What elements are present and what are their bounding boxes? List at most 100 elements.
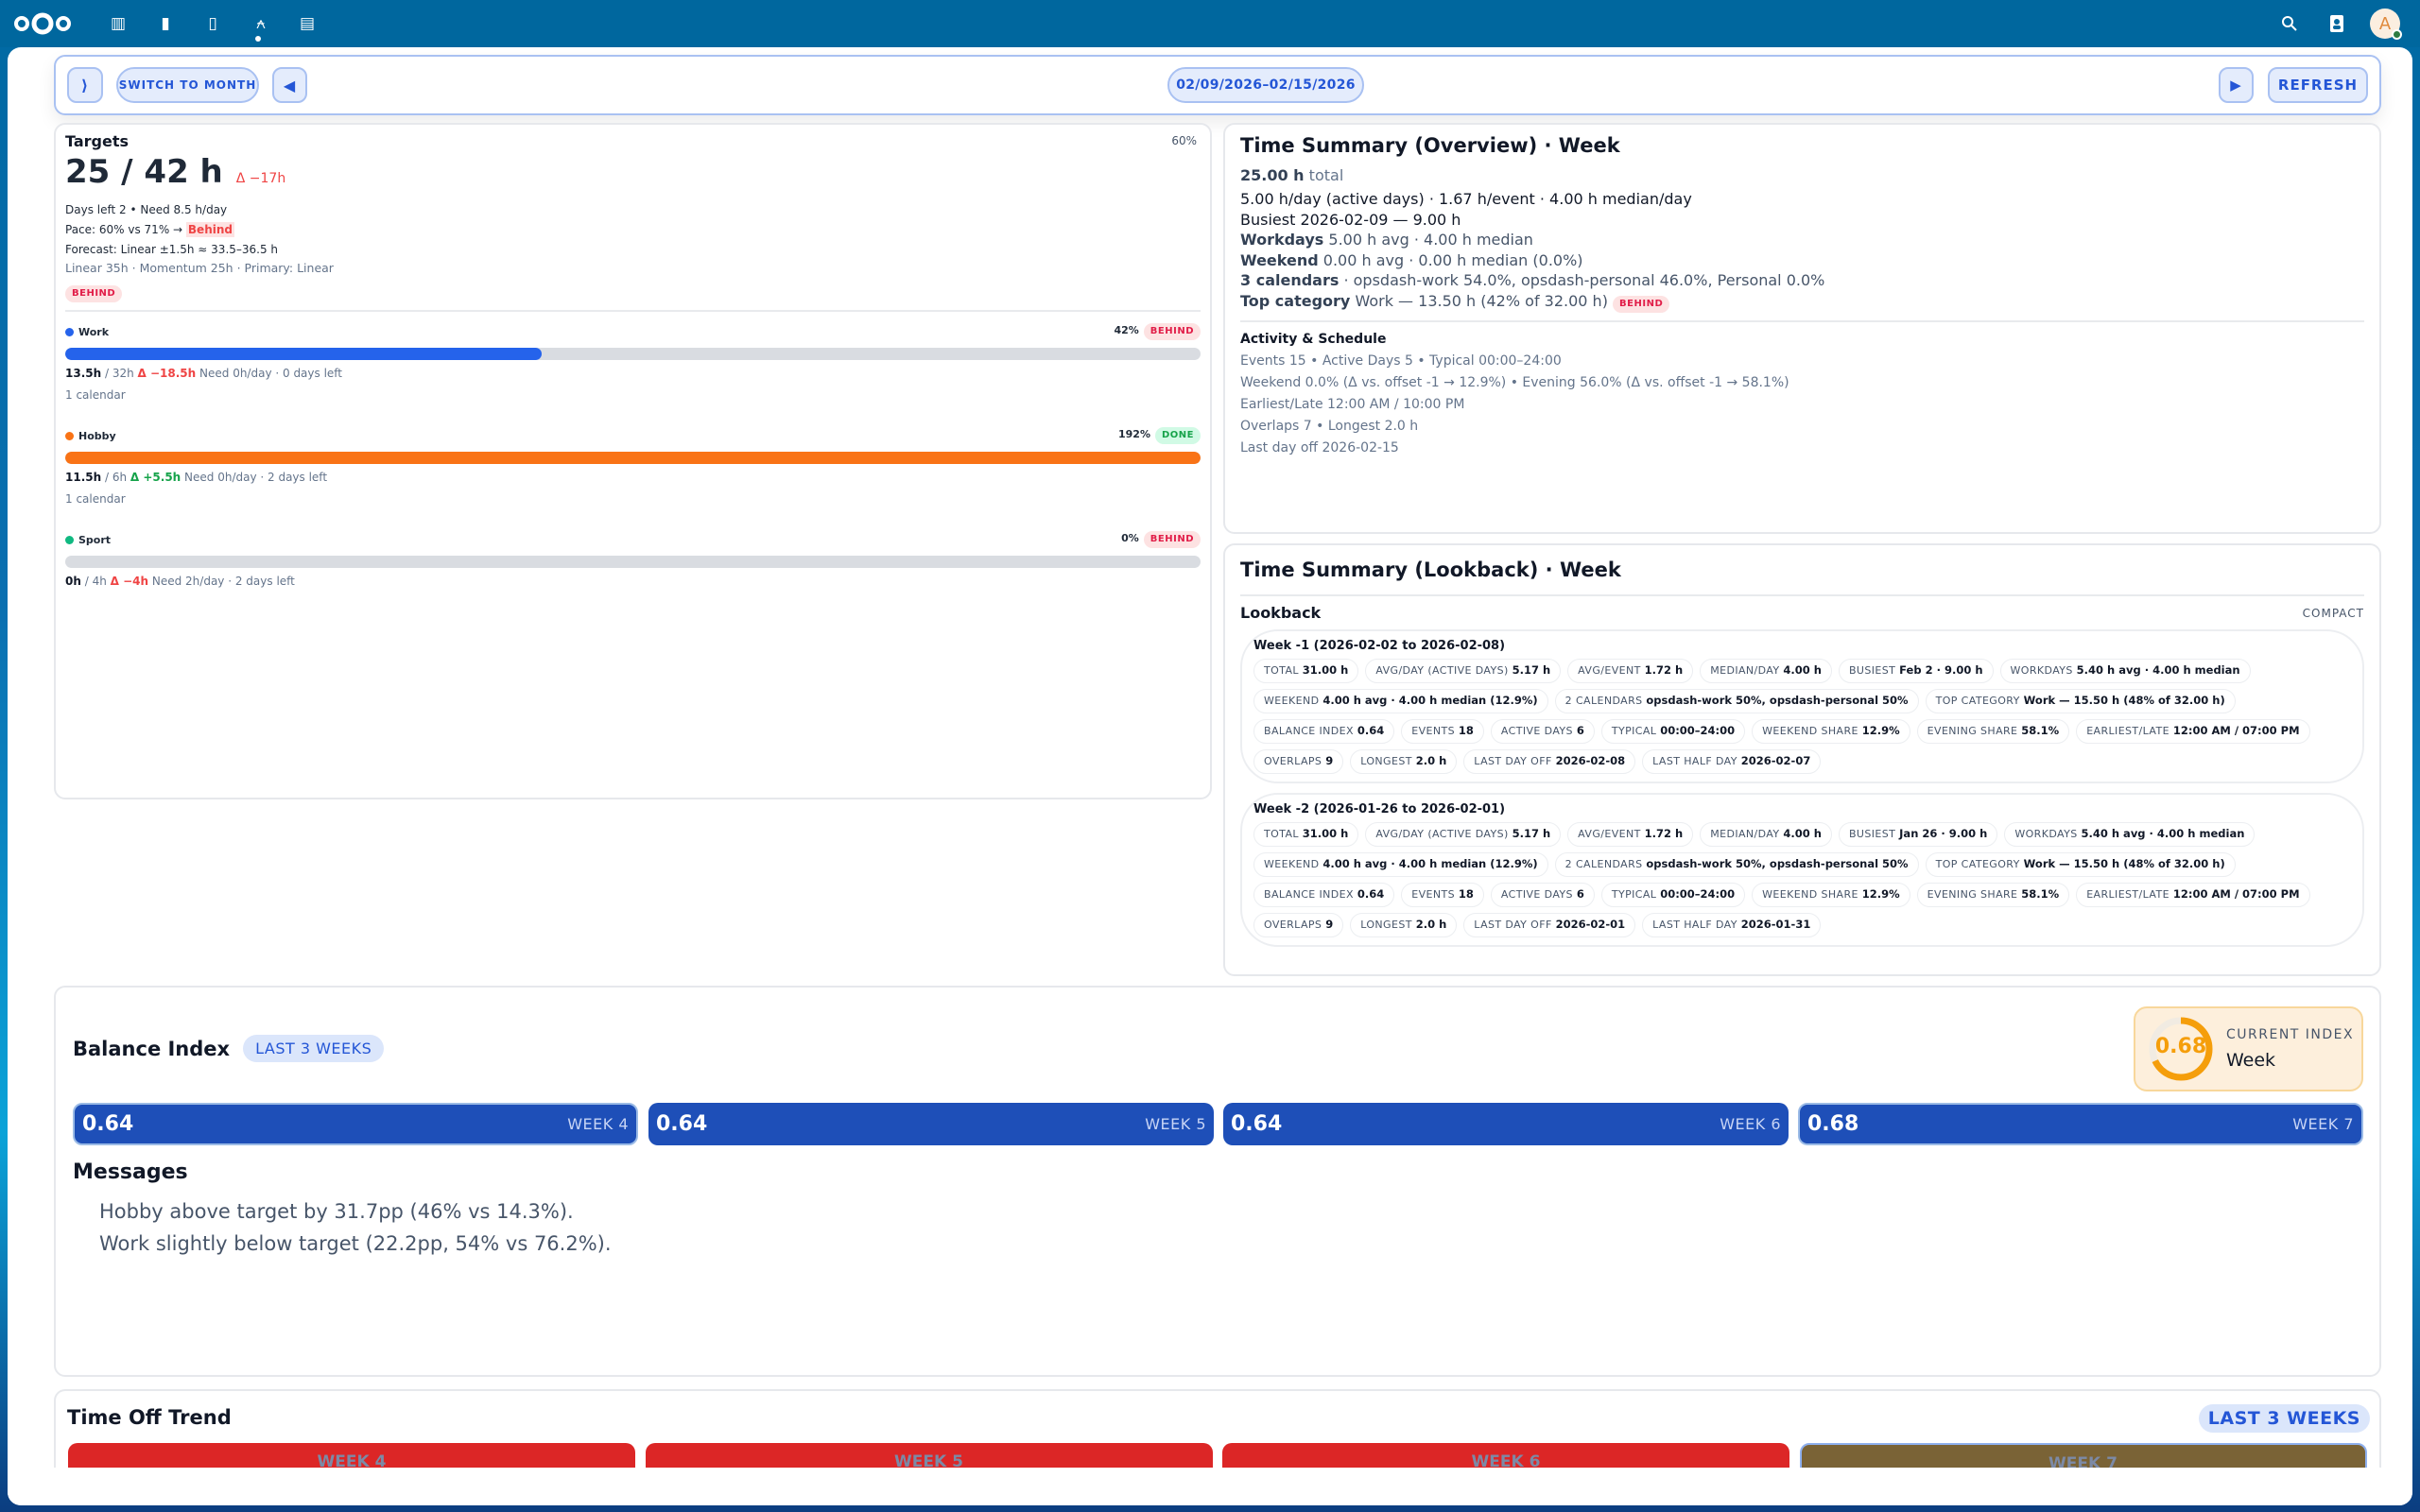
target-category-sport: Sport 0% BEHIND 0h / 4h Δ −4h Need 2h/day ·… bbox=[65, 529, 1201, 591]
switch-to-month-button[interactable]: SWITCH TO MONTH bbox=[116, 67, 259, 103]
lookback-stat-chip: WORKDAYS 5.40 h avg · 4.00 h median bbox=[1999, 659, 2251, 683]
chip-value: 1.72 h bbox=[1644, 827, 1684, 840]
lookback-card: Time Summary (Lookback) · Week Lookback … bbox=[1223, 543, 2381, 976]
lookback-chips: TOTAL 31.00 h AVG/DAY (ACTIVE DAYS) 5.17 … bbox=[1253, 822, 2351, 937]
chip-key: AVG/DAY (ACTIVE DAYS) bbox=[1375, 664, 1512, 677]
category-status-badge: BEHIND bbox=[1143, 323, 1201, 340]
balance-index-card: Balance Index LAST 3 WEEKS 0.68 CURRENT … bbox=[54, 986, 2381, 1377]
content-bottom bbox=[8, 1468, 2412, 1505]
forecast-text: Forecast: Linear ±1.5h ≈ 33.5–36.5 h bbox=[65, 243, 279, 256]
lookback-title: Time Summary (Lookback) · Week bbox=[1240, 558, 1621, 581]
balance-week-label: WEEK 5 bbox=[1145, 1115, 1206, 1133]
balance-message: Hobby above target by 31.7pp (46% vs 14.… bbox=[99, 1200, 574, 1223]
chip-value: Work — 15.50 h (48% of 32.00 h) bbox=[2023, 857, 2225, 870]
balance-week-tile[interactable]: 0.64 WEEK 4 bbox=[73, 1103, 638, 1145]
dashboard-icon[interactable]: ▥ bbox=[110, 14, 127, 33]
category-stats: 0h / 4h Δ −4h Need 2h/day · 2 days left bbox=[65, 572, 1201, 591]
toggle-sidebar-button[interactable]: ⟩ bbox=[67, 67, 103, 103]
time-off-title: Time Off Trend bbox=[67, 1406, 232, 1429]
chip-key: AVG/EVENT bbox=[1578, 828, 1645, 840]
current-index-value: 0.68 bbox=[2154, 1035, 2207, 1058]
lookback-section-title: Lookback bbox=[1240, 604, 1322, 622]
category-actual: 13.5h bbox=[65, 367, 102, 380]
refresh-button[interactable]: REFRESH bbox=[2268, 67, 2368, 103]
chip-key: WEEKEND SHARE bbox=[1762, 888, 1862, 901]
deck-icon[interactable]: ▤ bbox=[299, 14, 316, 33]
balance-value: 0.64 bbox=[656, 1112, 708, 1136]
chip-value: 5.17 h bbox=[1512, 663, 1551, 677]
overview-title: Time Summary (Overview) · Week bbox=[1240, 134, 1620, 157]
chip-value: 00:00–24:00 bbox=[1660, 887, 1736, 901]
lookback-stat-chip: LONGEST 2.0 h bbox=[1350, 913, 1458, 937]
lookback-stat-chip: TOP CATEGORY Work — 15.50 h (48% of 32.0… bbox=[1925, 689, 2236, 713]
calendars-label: 3 calendars bbox=[1240, 271, 1340, 289]
chip-key: OVERLAPS bbox=[1264, 919, 1326, 931]
previous-period-button[interactable]: ◀ bbox=[272, 67, 307, 103]
balance-week-tile[interactable]: 0.64 WEEK 5 bbox=[648, 1103, 1214, 1145]
top-category-label: Top category bbox=[1240, 291, 1351, 310]
chip-key: BALANCE INDEX bbox=[1264, 888, 1357, 901]
chip-value: 5.40 h avg · 4.00 h median bbox=[2076, 663, 2240, 677]
files-icon[interactable]: ▮ bbox=[161, 14, 170, 33]
chip-value: 9 bbox=[1325, 754, 1334, 767]
date-range-picker[interactable]: 02/09/2026–02/15/2026 bbox=[1167, 67, 1364, 103]
chip-value: 12.9% bbox=[1861, 887, 1900, 901]
category-delta: Δ −4h bbox=[110, 575, 149, 588]
lookback-stat-chip: TOP CATEGORY Work — 15.50 h (48% of 32.0… bbox=[1925, 852, 2236, 877]
chip-value: Work — 15.50 h (48% of 32.00 h) bbox=[2023, 694, 2225, 707]
balance-value: 0.64 bbox=[1231, 1112, 1283, 1136]
targets-percent: 60% bbox=[1171, 134, 1197, 147]
lookback-stat-chip: BUSIEST Feb 2 · 9.00 h bbox=[1838, 659, 1994, 683]
chip-value: 18 bbox=[1458, 724, 1474, 737]
chip-key: 2 CALENDARS bbox=[1564, 695, 1647, 707]
averages-line: 5.00 h/day (active days) · 1.67 h/event … bbox=[1240, 190, 1692, 208]
chip-key: TOP CATEGORY bbox=[1935, 695, 2024, 707]
chip-key: WEEKEND SHARE bbox=[1762, 725, 1862, 737]
next-period-button[interactable]: ▶ bbox=[2219, 67, 2254, 103]
balance-week-tile[interactable]: 0.68 WEEK 7 bbox=[1798, 1103, 2363, 1145]
forecast-detail: Linear 35h · Momentum 25h · Primary: Lin… bbox=[65, 261, 334, 275]
chip-value: 0.64 bbox=[1357, 724, 1385, 737]
chip-key: EARLIEST/LATE bbox=[2086, 725, 2173, 737]
weekend-value: 0.00 h avg · 0.00 h median (0.0%) bbox=[1322, 250, 1583, 269]
search-icon[interactable] bbox=[2279, 13, 2300, 34]
chip-value: Jan 26 · 9.00 h bbox=[1899, 827, 1988, 840]
time-off-range-badge: LAST 3 WEEKS bbox=[2198, 1404, 2370, 1433]
lookback-stat-chip: LAST DAY OFF 2026-02-08 bbox=[1463, 749, 1636, 774]
nextcloud-logo-icon[interactable] bbox=[13, 11, 72, 36]
category-delta: Δ −18.5h bbox=[137, 367, 197, 380]
contacts-icon[interactable] bbox=[2326, 13, 2347, 34]
lookback-stat-chip: WEEKEND SHARE 12.9% bbox=[1752, 883, 1910, 907]
calendar-icon[interactable]: ▯ bbox=[208, 14, 217, 33]
category-calendars: 1 calendar bbox=[65, 388, 126, 402]
opsdash-icon[interactable]: ⍲ bbox=[255, 14, 267, 33]
category-progress-bar bbox=[65, 452, 1201, 464]
category-need: Need 2h/day · 2 days left bbox=[148, 575, 295, 588]
balance-week-tile[interactable]: 0.64 WEEK 6 bbox=[1223, 1103, 1789, 1145]
chip-key: ACTIVE DAYS bbox=[1500, 888, 1577, 901]
divider bbox=[1240, 594, 2364, 596]
chip-key: MEDIAN/DAY bbox=[1710, 664, 1784, 677]
category-actual: 0h bbox=[65, 575, 81, 588]
lookback-week: Week -2 (2026-01-26 to 2026-02-01) TOTAL … bbox=[1240, 793, 2364, 947]
balance-value: 0.68 bbox=[1807, 1112, 1859, 1136]
calendars-line: 3 calendars · opsdash-work 54.0%, opsdas… bbox=[1240, 270, 2364, 291]
balance-week-label: WEEK 7 bbox=[2292, 1115, 2354, 1133]
calendars-value: · opsdash-work 54.0%, opsdash-personal 4… bbox=[1343, 271, 1825, 289]
chip-value: 6 bbox=[1576, 887, 1584, 901]
lookback-week-title: Week -2 (2026-01-26 to 2026-02-01) bbox=[1253, 802, 1506, 816]
chip-key: LAST HALF DAY bbox=[1652, 919, 1741, 931]
balance-message: Work slightly below target (22.2pp, 54% … bbox=[99, 1232, 612, 1255]
chip-key: AVG/DAY (ACTIVE DAYS) bbox=[1375, 828, 1512, 840]
category-percent: 192% bbox=[1118, 428, 1150, 440]
chip-value: 12:00 AM / 07:00 PM bbox=[2172, 724, 2300, 737]
compact-toggle[interactable]: COMPACT bbox=[2302, 606, 2364, 620]
category-header: Work 42% BEHIND bbox=[65, 321, 1201, 342]
lookback-stat-chip: EARLIEST/LATE 12:00 AM / 07:00 PM bbox=[2076, 719, 2310, 744]
total-hours: 25.00 h bbox=[1240, 166, 1305, 184]
lookback-stat-chip: WORKDAYS 5.40 h avg · 4.00 h median bbox=[2004, 822, 2256, 847]
lookback-stat-chip: LAST HALF DAY 2026-02-07 bbox=[1642, 749, 1822, 774]
chip-value: 2026-02-08 bbox=[1555, 754, 1626, 767]
workdays-line: Workdays 5.00 h avg · 4.00 h median bbox=[1240, 230, 2364, 250]
targets-title: Targets bbox=[65, 132, 130, 150]
